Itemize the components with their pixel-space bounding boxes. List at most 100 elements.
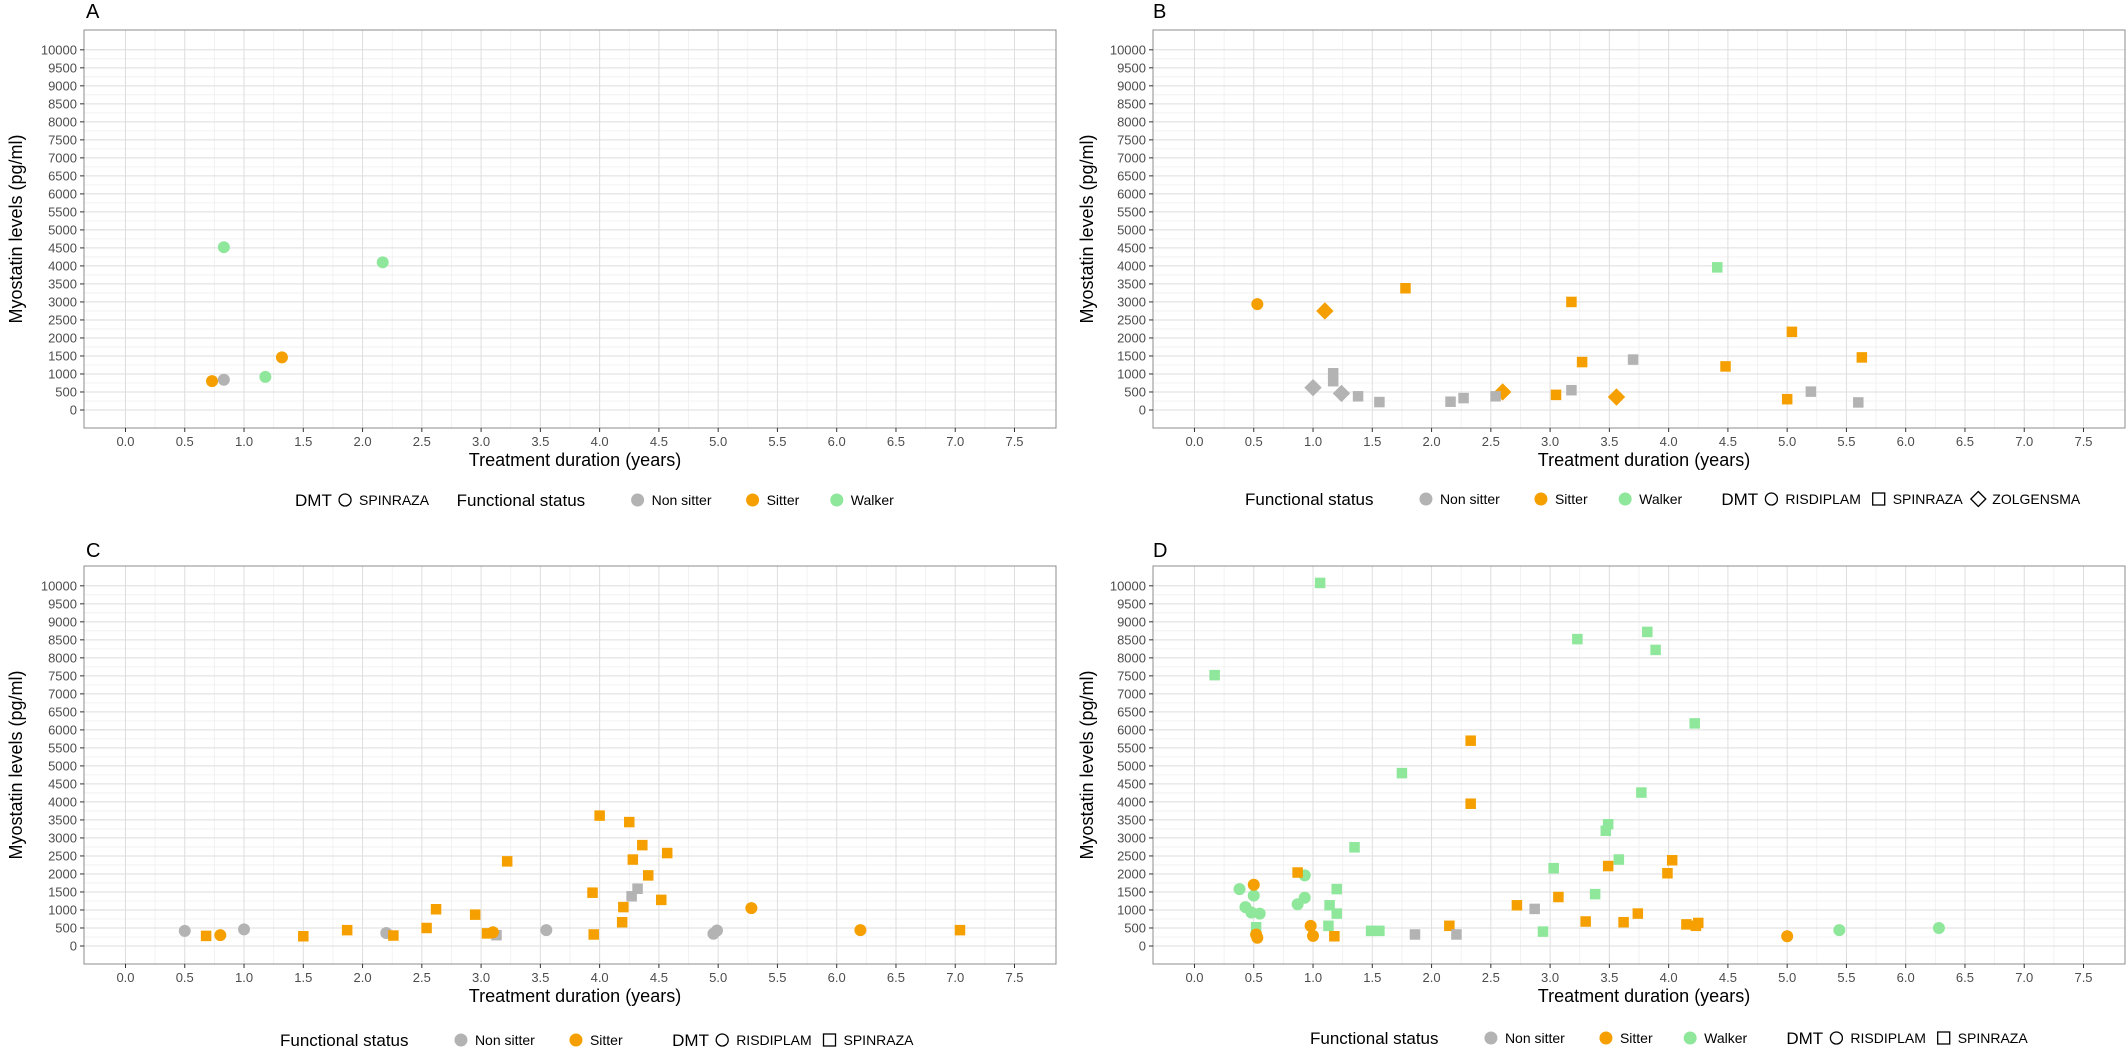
legend-key	[1534, 492, 1548, 506]
x-tick-label: 5.5	[768, 970, 786, 985]
data-point	[1572, 633, 1583, 645]
x-tick-label: 5.0	[1778, 970, 1796, 985]
x-tick-label: 3.5	[1600, 970, 1618, 985]
data-point	[1529, 903, 1540, 915]
data-point	[298, 931, 309, 942]
y-tick-label: 4000	[1117, 794, 1146, 809]
y-tick-label: 3000	[48, 830, 77, 845]
y-tick-label: 6500	[1117, 168, 1146, 183]
x-tick-label: 2.0	[1423, 970, 1441, 985]
x-tick-label: 4.0	[1660, 970, 1678, 985]
data-point	[1314, 577, 1326, 589]
legend-key	[1969, 490, 1987, 508]
data-point	[1352, 391, 1364, 402]
chart-panel-d: 0 500 1000 1500 2000 2500 3000 3500 4000 4500 5000…	[1077, 540, 2126, 1048]
y-tick-label: 3500	[1117, 812, 1146, 827]
data-point	[1618, 916, 1629, 928]
plot-border	[83, 565, 1057, 965]
legend-label: SPINRAZA	[1893, 491, 1964, 507]
y-axis-title: Myostatin levels (pg/ml)	[6, 670, 26, 859]
plot-border	[1152, 29, 2126, 429]
data-point	[1932, 921, 1945, 934]
y-tick-label: 500	[55, 384, 77, 399]
y-tick-label: 5500	[1117, 204, 1146, 219]
data-point	[1490, 391, 1501, 402]
legend-title: DMT	[1721, 490, 1758, 509]
legend-key	[1829, 1031, 1844, 1045]
y-tick-label: 4500	[1117, 776, 1146, 791]
data-point	[1662, 867, 1673, 879]
legend-functional-status: Functional status Non sitter Sitter	[280, 1031, 623, 1048]
y-tick-label: 4000	[48, 258, 77, 273]
data-point	[341, 924, 353, 936]
legend-label: Sitter	[590, 1032, 623, 1048]
panel-label: A	[86, 1, 100, 23]
y-tick-label: 9000	[1117, 614, 1146, 629]
data-point	[1666, 855, 1678, 866]
gridlines	[84, 30, 1056, 428]
legend-label: RISDIPLAM	[1850, 1030, 1925, 1046]
y-tick-label: 9500	[48, 596, 77, 611]
data-point	[1576, 356, 1588, 368]
data-point	[1445, 396, 1456, 407]
legend-label: Sitter	[1620, 1030, 1653, 1046]
data-point	[1613, 854, 1625, 865]
y-tick-label: 6500	[1117, 704, 1146, 719]
x-tick-label: 1.0	[1304, 434, 1322, 449]
data-point	[1602, 860, 1614, 872]
y-tick-label: 10000	[1110, 42, 1146, 57]
x-tick-label: 7.0	[2015, 434, 2033, 449]
x-tick-label: 2.0	[1423, 434, 1441, 449]
y-tick-label: 8500	[1117, 632, 1146, 647]
data-point	[1636, 787, 1647, 798]
data-point	[469, 909, 481, 920]
data-point	[587, 887, 598, 898]
x-tick-label: 7.5	[2074, 434, 2092, 449]
legend-title: Functional status	[1310, 1029, 1439, 1048]
x-axis-title: Treatment duration (years)	[469, 986, 681, 1006]
y-tick-label: 1500	[1117, 884, 1146, 899]
panel-label: D	[1153, 540, 1167, 562]
data-point	[661, 847, 673, 859]
x-tick-label: 6.5	[1956, 434, 1974, 449]
x-tick-label: 5.5	[1837, 434, 1855, 449]
y-tick-label: 5000	[1117, 222, 1146, 237]
legend: Functional status Non sitter Sitter Walker D…	[1245, 490, 2081, 509]
y-tick-label: 10000	[41, 42, 77, 57]
x-tick-label: 5.0	[709, 434, 727, 449]
x-tick-label: 0.0	[1185, 970, 1203, 985]
data-point	[1374, 396, 1385, 408]
data-point	[1711, 262, 1723, 273]
data-point	[1589, 888, 1601, 900]
legend-dmt: DMT RISDIPLAM SPINRAZA ZOLGENSMA	[1721, 490, 2081, 509]
gridlines	[84, 566, 1056, 964]
x-tick-label: 4.0	[1660, 434, 1678, 449]
y-axis-title: Myostatin levels (pg/ml)	[1077, 134, 1097, 323]
data-point	[1327, 375, 1339, 387]
y-tick-label: 6500	[48, 704, 77, 719]
x-tick-label: 0.5	[176, 970, 194, 985]
data-point	[1602, 818, 1614, 830]
x-tick-label: 4.5	[650, 970, 668, 985]
data-points	[1209, 577, 1945, 944]
y-tick-label: 4500	[48, 776, 77, 791]
y-axis-title: Myostatin levels (pg/ml)	[1077, 670, 1097, 859]
legend-label: SPINRAZA	[359, 492, 430, 508]
data-point	[1247, 889, 1260, 902]
legend-title: DMT	[1786, 1029, 1823, 1048]
legend-key	[1618, 492, 1632, 506]
y-tick-label: 1000	[48, 902, 77, 917]
legend-key	[1683, 1031, 1697, 1045]
legend-title: Functional status	[280, 1031, 409, 1048]
data-point	[745, 902, 758, 915]
y-tick-label: 1500	[48, 348, 77, 363]
x-tick-label: 1.0	[235, 434, 253, 449]
y-tick-label: 5000	[48, 758, 77, 773]
legend-functional-status: Functional status Non sitter Sitter Walker	[457, 491, 895, 510]
x-axis-title: Treatment duration (years)	[1538, 450, 1750, 470]
y-tick-label: 8500	[48, 96, 77, 111]
legend-label: SPINRAZA	[844, 1032, 915, 1048]
data-point	[642, 870, 654, 881]
y-tick-label: 8000	[48, 114, 77, 129]
